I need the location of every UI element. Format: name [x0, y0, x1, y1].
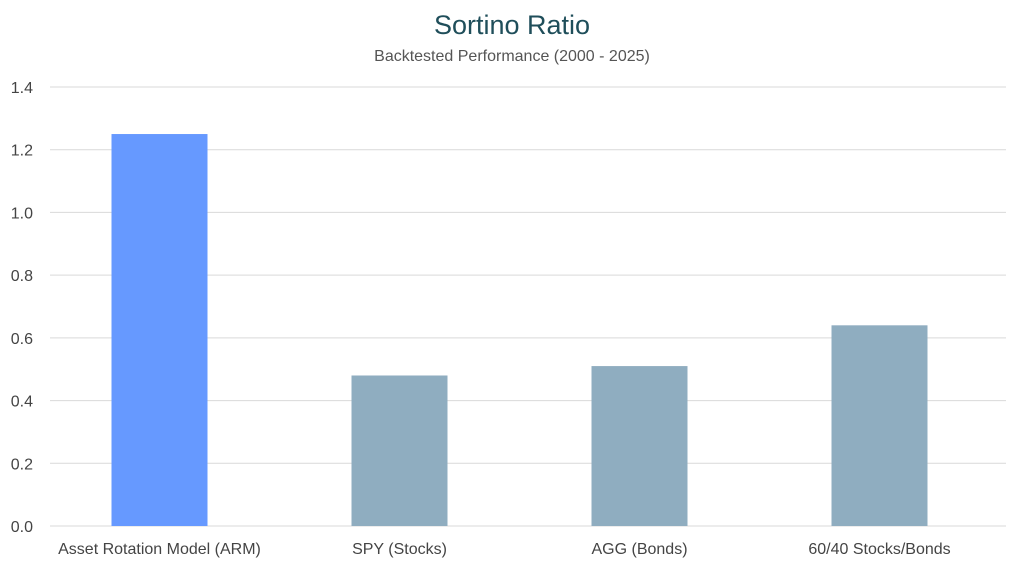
y-tick-label: 1.0	[11, 205, 33, 222]
y-tick-label: 0.6	[11, 331, 33, 348]
bar	[111, 134, 208, 527]
y-tick-label: 0.2	[11, 456, 33, 473]
y-tick-label: 1.2	[11, 143, 33, 160]
bar	[831, 325, 928, 526]
x-tick-label: AGG (Bonds)	[591, 541, 687, 558]
chart-title: Sortino Ratio	[433, 10, 591, 40]
bars	[111, 134, 928, 527]
x-tick-label: 60/40 Stocks/Bonds	[808, 541, 950, 558]
bar	[351, 375, 448, 526]
y-tick-label: 0.4	[11, 394, 33, 411]
x-axis-ticks: Asset Rotation Model (ARM) SPY (Stocks) AG…	[58, 541, 951, 558]
chart-subtitle: Backtested Performance (2000 - 2025)	[374, 48, 650, 65]
bar	[591, 366, 688, 526]
x-tick-label: Asset Rotation Model (ARM)	[58, 541, 261, 558]
y-tick-label: 0.0	[11, 519, 33, 536]
x-tick-label: SPY (Stocks)	[352, 541, 447, 558]
y-tick-label: 1.4	[11, 80, 33, 97]
y-tick-label: 0.8	[11, 268, 33, 285]
y-axis-ticks: 0.0 0.2 0.4 0.6 0.8 1.0 1.2 1.4	[11, 80, 33, 536]
